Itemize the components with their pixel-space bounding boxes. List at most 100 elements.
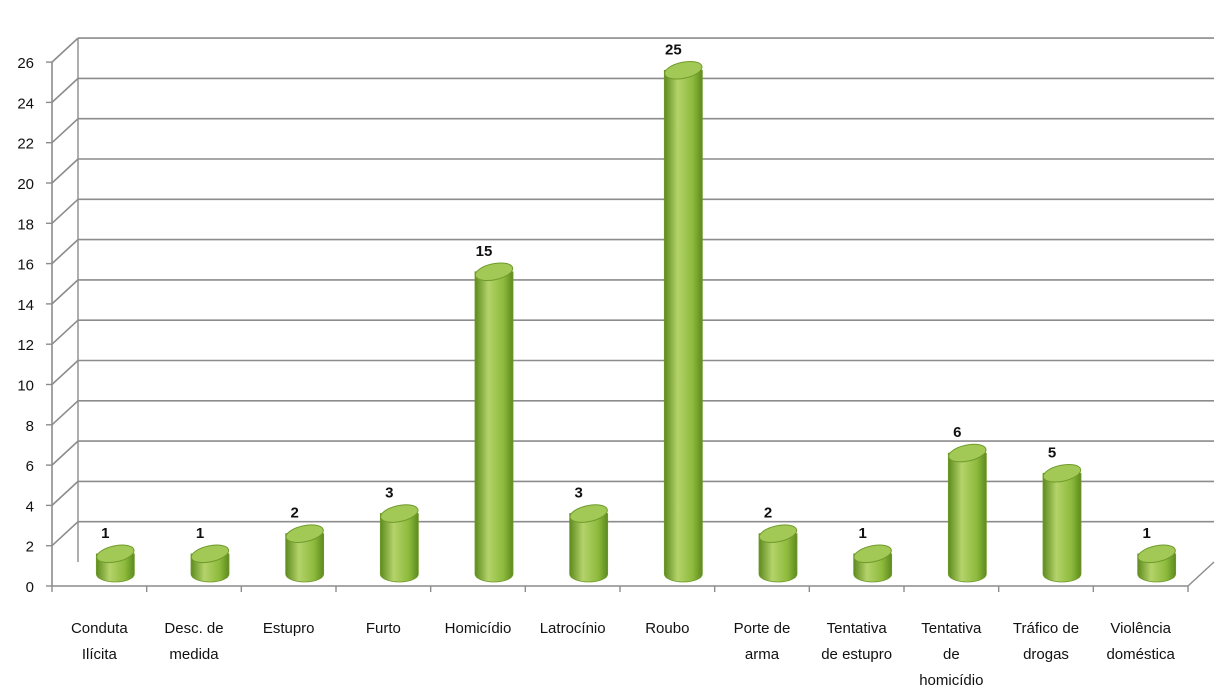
y-tick-label: 24: [17, 95, 34, 112]
y-tick-label: 6: [26, 458, 34, 475]
bar-body: [663, 69, 703, 583]
data-label: 3: [574, 485, 582, 502]
bar-top-cap: [190, 544, 230, 564]
y-tick-label: 8: [26, 418, 34, 435]
bar-body: [947, 452, 987, 583]
data-label: 1: [1142, 525, 1150, 542]
y-tick-label: 10: [17, 378, 34, 395]
data-label: 15: [476, 243, 493, 260]
bar: [758, 524, 798, 583]
bar-top-cap: [664, 60, 703, 80]
x-tick-label: Homicídio: [445, 620, 512, 637]
x-tick-label-line: Conduta: [71, 620, 128, 637]
bar-top-cap: [758, 524, 798, 543]
y-tick-label: 18: [17, 216, 34, 233]
y-tick-label: 12: [17, 337, 34, 354]
gridline: [51, 37, 1214, 63]
bar: [947, 443, 987, 583]
x-tick-label: Violência doméstica: [1106, 620, 1175, 663]
bar: [379, 504, 419, 583]
bar: [474, 262, 514, 583]
bar: [95, 544, 135, 583]
x-tick-label-line: de: [943, 646, 960, 663]
x-tick-label-line: Latrocínio: [540, 620, 606, 637]
x-tick-label-line: Tentativa: [921, 620, 982, 637]
gridline: [51, 279, 1214, 305]
data-label: 2: [290, 505, 298, 522]
bar: [1042, 463, 1082, 583]
gridline: [51, 158, 1214, 184]
x-tick-label-line: Roubo: [645, 620, 689, 637]
bar: [190, 544, 230, 583]
y-tick-label: 20: [17, 176, 34, 193]
x-tick-label: Roubo: [645, 620, 689, 637]
gridline: [51, 198, 1214, 224]
x-tick-label: Tentativa de homicídio: [919, 620, 983, 689]
data-label: 1: [196, 525, 204, 542]
x-tick-label-line: homicídio: [919, 672, 983, 689]
gridline: [51, 480, 1214, 506]
bar-body: [379, 513, 419, 583]
y-tick-label: 0: [26, 579, 34, 596]
gridline: [51, 117, 1214, 144]
gridline: [51, 238, 1214, 265]
x-tick-label-line: arma: [745, 646, 780, 663]
gridline: [51, 359, 1214, 386]
x-tick-label-line: Ilícita: [82, 646, 118, 663]
bars-layer: [95, 60, 1177, 583]
bar-top-cap: [569, 504, 608, 523]
x-tick-label: Furto: [366, 620, 401, 637]
bar-body: [758, 533, 798, 583]
bar-top-cap: [1042, 463, 1082, 483]
x-tick-label: Porte de arma: [734, 620, 791, 663]
bar: [663, 60, 703, 583]
x-tick-label-line: de estupro: [821, 646, 892, 663]
bar-top-cap: [285, 524, 324, 543]
data-label: 6: [953, 424, 961, 441]
y-tick-label: 16: [17, 257, 34, 274]
x-tick-label-line: drogas: [1023, 646, 1069, 663]
x-tick-label: Conduta Ilícita: [71, 620, 128, 663]
x-tick-label-line: Tentativa: [827, 620, 888, 637]
gridline: [51, 399, 1214, 426]
data-label: 1: [858, 525, 866, 542]
y-tick-label: 22: [17, 136, 34, 153]
data-label: 1: [101, 525, 109, 542]
x-tick-label-line: Homicídio: [445, 620, 512, 637]
x-tick-label-line: Furto: [366, 620, 401, 637]
x-tick-label-line: medida: [169, 646, 219, 663]
axis-layer: [46, 38, 1215, 592]
bar: [853, 544, 893, 583]
floor-edge: [1187, 561, 1215, 587]
x-tick-label: Tráfico de drogas: [1013, 620, 1079, 663]
bar-body: [1042, 472, 1082, 583]
gridline: [51, 520, 1214, 547]
bar-top-cap: [948, 443, 987, 463]
bar-body: [285, 533, 325, 583]
bar-body: [474, 271, 514, 583]
x-tick-label-line: Estupro: [263, 620, 315, 637]
y-tick-label: 14: [17, 297, 34, 314]
bar-top-cap: [96, 544, 135, 564]
x-tick-label-line: Violência: [1110, 620, 1171, 637]
data-label: 3: [385, 485, 393, 502]
x-tick-label-line: doméstica: [1106, 646, 1175, 663]
x-tick-label: Tentativa de estupro: [821, 620, 892, 663]
x-tick-label-line: Desc. de: [164, 620, 223, 637]
gridline: [51, 440, 1214, 466]
bar: [569, 504, 609, 583]
y-tick-label: 2: [26, 539, 34, 556]
x-tick-label-line: Porte de: [734, 620, 791, 637]
bar-top-cap: [1137, 544, 1176, 564]
x-tick-label: Estupro: [263, 620, 315, 637]
bar-top-cap: [380, 504, 419, 523]
data-label: 5: [1048, 444, 1056, 461]
bar: [285, 524, 325, 583]
grid-layer: [51, 37, 1214, 547]
data-label: 2: [764, 505, 772, 522]
x-tick-label: Latrocínio: [540, 620, 606, 637]
data-label: 25: [665, 41, 682, 58]
